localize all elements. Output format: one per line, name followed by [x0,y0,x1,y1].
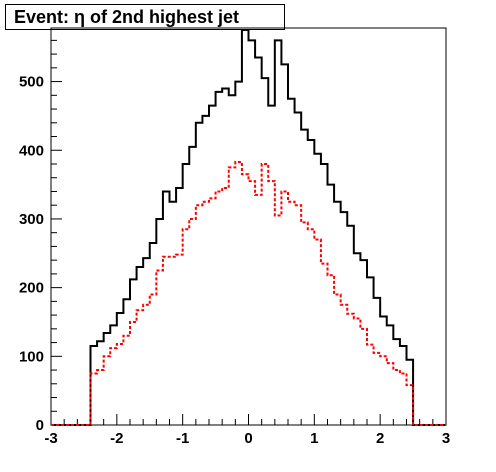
x-tick-label: -1 [176,430,189,447]
series-layer [51,29,446,426]
x-tick-label: 2 [376,430,384,447]
x-tick-label: 0 [244,430,252,447]
tick-labels: -3 -2 -1 0 1 2 3 0 100 200 300 400 500 [19,74,450,447]
histogram-series-1 [51,29,446,426]
y-tick-label: 200 [19,280,44,297]
y-tick-label: 300 [19,211,44,228]
y-tick-label: 500 [19,74,44,91]
x-tick-label: 1 [310,430,318,447]
plot-frame [50,27,447,426]
axis-ticks [50,39,447,426]
x-tick-label: -3 [44,430,57,447]
y-tick-label: 0 [36,417,44,434]
y-tick-label: 100 [19,348,44,365]
x-tick-label: -2 [110,430,123,447]
x-tick-label: 3 [442,430,450,447]
histogram-series-2 [51,160,446,426]
y-tick-label: 400 [19,142,44,159]
chart-title: Event: η of 2nd highest jet [5,4,285,30]
